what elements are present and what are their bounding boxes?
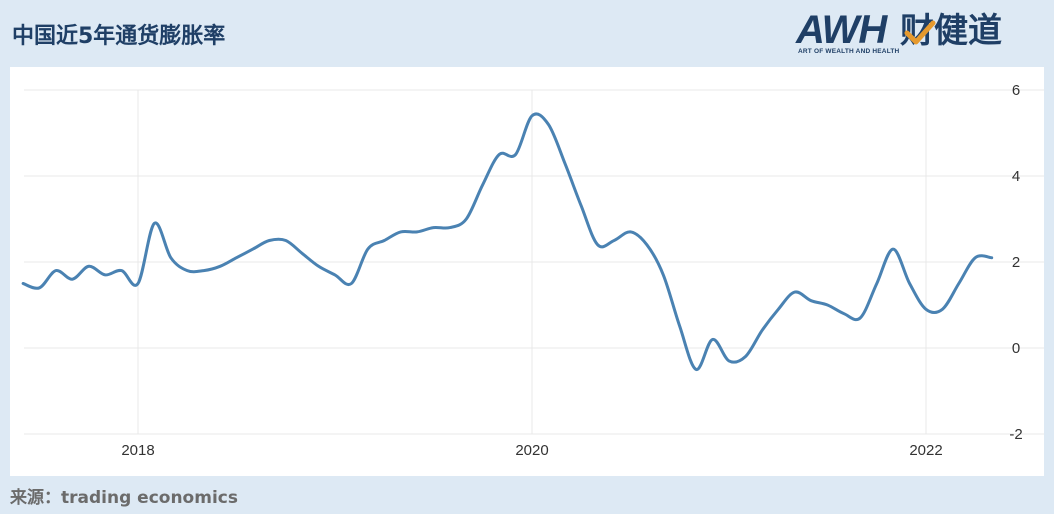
y-tick-label: 4 [1012, 168, 1020, 185]
x-tick-label: 2020 [515, 442, 548, 459]
x-tick-label: 2018 [121, 442, 154, 459]
brand-logo: AWH 财健道 ART OF WEALTH AND HEALTH [796, 8, 1028, 58]
inflation-series-line [21, 112, 994, 372]
y-tick-label: 0 [1012, 340, 1020, 357]
y-tick-label: 2 [1012, 254, 1020, 271]
logo-tagline: ART OF WEALTH AND HEALTH [798, 48, 900, 55]
inflation-line-chart: 6 4 2 0 -2 2018 2020 2022 [21, 82, 1044, 459]
chart-title: 中国近5年通货膨胀率 [12, 24, 226, 49]
checkmark-icon [904, 20, 936, 45]
y-tick-label: -2 [1009, 426, 1022, 443]
source-note: 来源：trading economics [10, 488, 238, 508]
logo-chinese-text: 财健道 [900, 11, 1002, 51]
logo-brand-text: AWH [796, 8, 887, 52]
y-tick-label: 6 [1012, 82, 1020, 99]
x-tick-label: 2022 [909, 442, 942, 459]
chart-panel: 6 4 2 0 -2 2018 2020 2022 [10, 67, 1044, 476]
